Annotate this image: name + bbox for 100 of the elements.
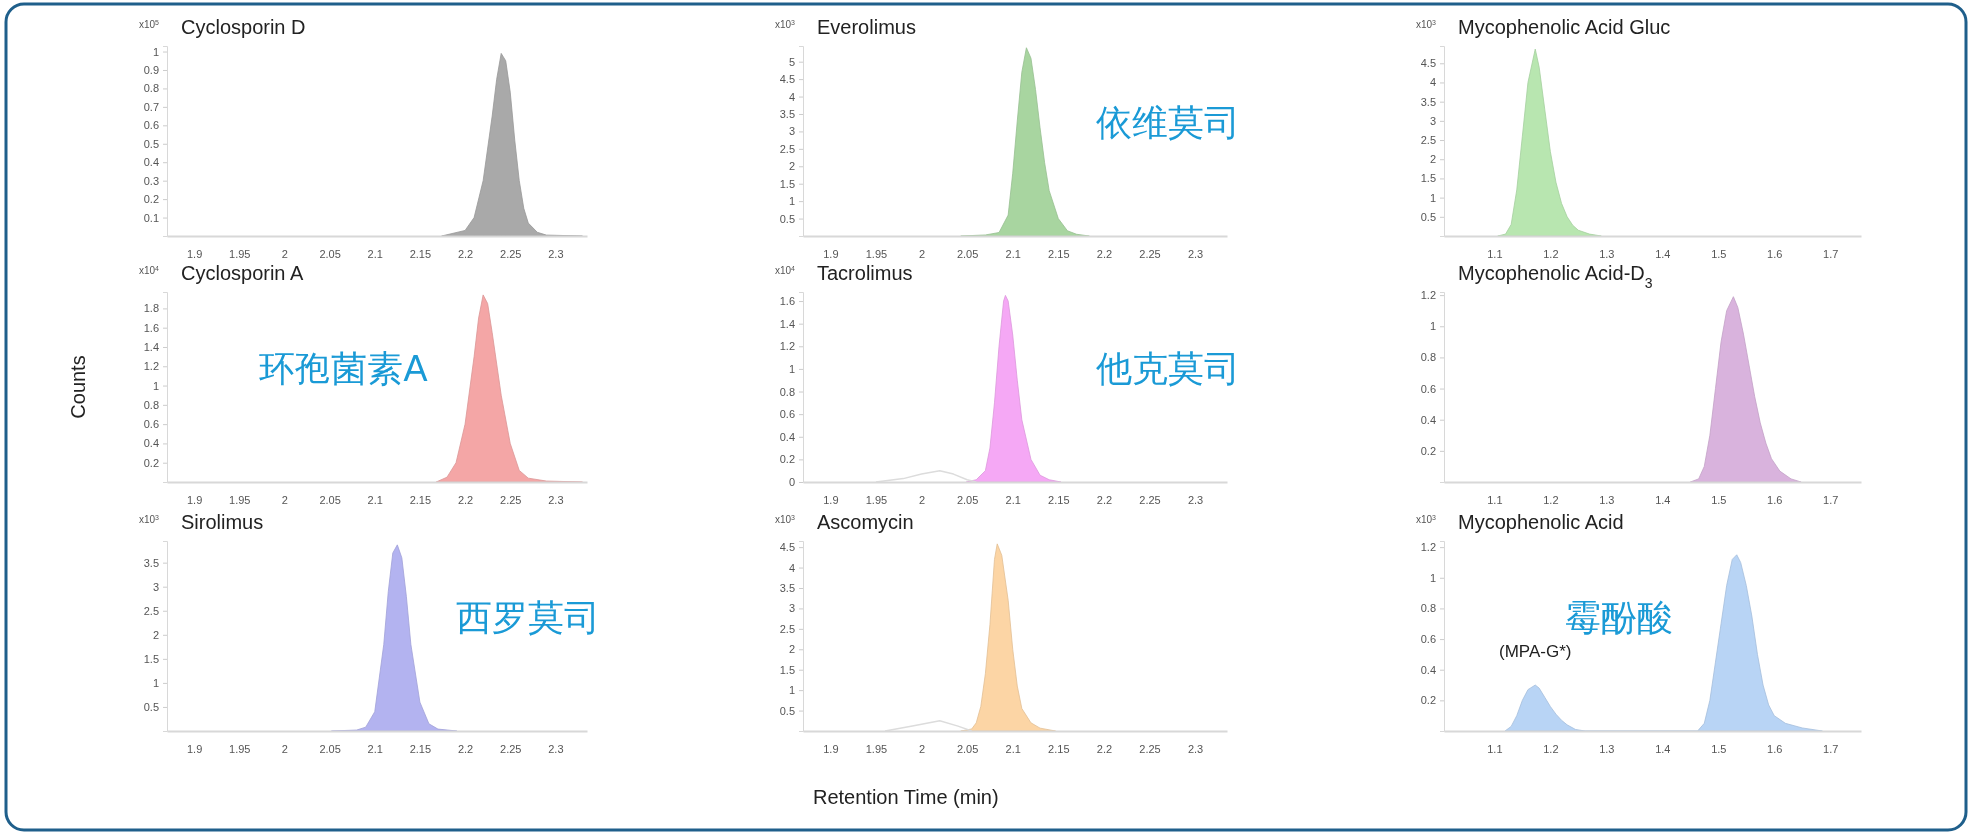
annotation: (MPA-G*): [1499, 642, 1572, 662]
x-tick-label: 1.95: [229, 493, 251, 506]
x-tick-label: 1.7: [1823, 247, 1839, 260]
y-tick-label: 1.2: [1420, 289, 1436, 302]
x-tick-label: 2.3: [548, 493, 564, 506]
y-tick-label: 3: [1429, 114, 1436, 127]
x-tick-label: 1.1: [1487, 247, 1503, 260]
y-tick-label: 0.6: [143, 418, 159, 431]
x-tick-label: 2.2: [457, 493, 474, 506]
x-tick-label: 1.95: [865, 742, 888, 755]
y-tick-label: 0.8: [1420, 602, 1436, 615]
y-tick-label: 4: [788, 90, 795, 103]
y-tick-label: 0.8: [779, 385, 795, 398]
y-tick-label: 1: [1429, 320, 1436, 333]
y-tick-label: 1.2: [143, 360, 159, 373]
y-tick-label: 4.5: [779, 73, 795, 86]
y-tick-label: 0.4: [1420, 413, 1436, 426]
y-tick-label: 1: [152, 45, 159, 58]
x-tick-label: 2.15: [1048, 742, 1070, 755]
x-tick-label: 2: [918, 247, 926, 260]
x-tick-label: 1.4: [1655, 742, 1671, 755]
y-tick-label: 0.4: [779, 430, 795, 443]
x-tick-label: 1.7: [1823, 493, 1839, 506]
y-tick-label: 1.5: [143, 652, 159, 665]
y-tick-label: 0.2: [143, 193, 159, 206]
y-tick-label: 4.5: [779, 541, 795, 554]
y-tick-label: 0.4: [1420, 663, 1436, 676]
y-tick-label: 0.3: [143, 174, 159, 187]
chart-subtitle: x10$^{3}$: [774, 18, 796, 30]
y-tick-label: 1: [1429, 191, 1436, 204]
x-tick-label: 1.9: [186, 493, 203, 506]
x-tick-label: 2.3: [1187, 493, 1204, 506]
x-tick-label: 2.1: [1005, 493, 1021, 506]
x-tick-label: 2.25: [1139, 742, 1161, 755]
chart-subtitle: x10$^{4}$: [774, 264, 796, 276]
x-tick-label: 1.5: [1711, 493, 1727, 506]
y-tick-label: 3: [152, 580, 159, 593]
x-tick-label: 2.15: [1048, 493, 1070, 506]
chart-title: Ascomycin: [817, 511, 914, 533]
x-tick-label: 2.15: [409, 742, 432, 755]
y-tick-label: 1: [788, 362, 795, 375]
y-tick-label: 0.2: [1420, 444, 1436, 457]
chart-subtitle: x10$^{3}$: [774, 513, 796, 525]
x-tick-label: 1.9: [186, 742, 203, 755]
x-tick-label: 2.3: [548, 742, 564, 755]
x-tick-label: 2.25: [1139, 247, 1161, 260]
y-tick-label: 0.6: [1420, 633, 1436, 646]
y-tick-label: 0.2: [1420, 694, 1436, 707]
y-tick-label: 1.2: [1420, 541, 1436, 554]
y-tick-label: 0: [788, 476, 795, 489]
chart-title: Everolimus: [817, 16, 916, 38]
y-tick-label: 0.5: [1420, 210, 1436, 223]
annotation: 霉酚酸: [1565, 597, 1674, 639]
y-tick-label: 3.5: [143, 556, 159, 569]
x-tick-label: 1.2: [1543, 493, 1559, 506]
y-tick-label: 1: [152, 676, 159, 689]
y-tick-label: 0.5: [779, 704, 795, 717]
y-tick-label: 1.4: [779, 317, 795, 330]
x-tick-label: 2.05: [956, 493, 979, 506]
y-tick-label: 3: [788, 602, 795, 615]
y-tick-label: 3: [788, 125, 795, 138]
y-tick-label: 2: [152, 628, 159, 641]
annotation: 他克莫司: [1095, 348, 1240, 390]
x-tick-label: 2: [918, 742, 926, 755]
y-tick-label: 0.8: [1420, 351, 1436, 364]
y-tick-label: 2.5: [1420, 134, 1436, 147]
x-tick-label: 2.2: [1096, 493, 1113, 506]
y-tick-label: 4: [1429, 76, 1436, 89]
x-tick-label: 2.1: [1005, 247, 1021, 260]
y-tick-label: 1: [1429, 571, 1436, 584]
x-tick-label: 1.95: [229, 247, 251, 260]
y-tick-label: 0.2: [779, 453, 795, 466]
y-tick-label: 1.5: [1420, 172, 1436, 185]
chart-subtitle: x10$^{5}$: [138, 18, 160, 30]
x-tick-label: 1.3: [1599, 742, 1615, 755]
y-tick-label: 0.1: [143, 211, 159, 224]
y-tick-label: 2: [788, 643, 795, 656]
x-tick-label: 2: [281, 493, 288, 506]
chart-subtitle: x10$^{4}$: [138, 264, 160, 276]
x-tick-label: 2.2: [457, 247, 474, 260]
x-tick-label: 2.15: [1048, 247, 1070, 260]
x-tick-label: 2.3: [548, 247, 564, 260]
x-tick-label: 1.9: [823, 742, 839, 755]
y-tick-label: 0.4: [143, 437, 159, 450]
y-tick-label: 4.5: [1420, 57, 1436, 70]
x-tick-label: 1.2: [1543, 247, 1559, 260]
chart-subtitle: x10$^{3}$: [1415, 513, 1437, 525]
y-tick-label: 2: [788, 160, 795, 173]
x-tick-label: 1.9: [186, 247, 203, 260]
x-tick-label: 2.25: [500, 493, 522, 506]
chart-title: Mycophenolic Acid Gluc: [1458, 16, 1671, 38]
x-tick-label: 1.5: [1711, 742, 1727, 755]
annotation: 西罗莫司: [456, 597, 601, 639]
chart-subtitle: x10$^{3}$: [1415, 18, 1437, 30]
x-tick-label: 1.5: [1711, 247, 1727, 260]
x-tick-label: 1.95: [229, 742, 251, 755]
x-tick-label: 1.4: [1655, 493, 1671, 506]
x-tick-label: 2.3: [1187, 742, 1204, 755]
chart-subtitle: x10$^{3}$: [138, 513, 160, 525]
y-tick-label: 0.5: [143, 137, 159, 150]
